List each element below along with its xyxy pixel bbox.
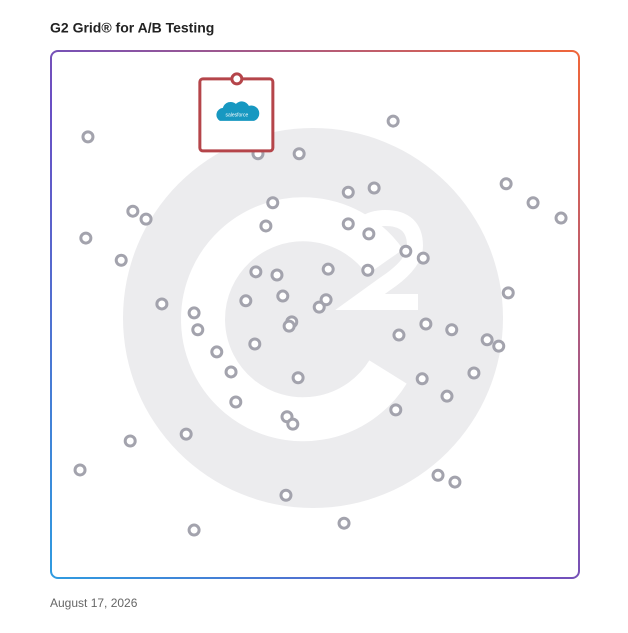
point xyxy=(73,463,87,477)
logo-label: salesforce xyxy=(225,112,248,118)
point xyxy=(337,516,351,530)
point xyxy=(259,219,273,233)
point xyxy=(187,523,201,537)
highlight: salesforce xyxy=(198,72,275,153)
point xyxy=(282,319,296,333)
point xyxy=(492,339,506,353)
point xyxy=(341,185,355,199)
point xyxy=(224,365,238,379)
point xyxy=(415,372,429,386)
point xyxy=(292,147,306,161)
point xyxy=(367,181,381,195)
point xyxy=(392,328,406,342)
point xyxy=(187,306,201,320)
point xyxy=(554,211,568,225)
point xyxy=(312,300,326,314)
point xyxy=(249,265,263,279)
point xyxy=(480,333,494,347)
point xyxy=(266,196,280,210)
point xyxy=(341,217,355,231)
point xyxy=(191,323,205,337)
point xyxy=(319,293,333,307)
date: August 17, 2026 xyxy=(50,596,138,610)
point xyxy=(81,130,95,144)
point xyxy=(179,427,193,441)
point xyxy=(126,204,140,218)
point xyxy=(248,337,262,351)
point xyxy=(279,488,293,502)
point xyxy=(321,262,335,276)
point xyxy=(526,196,540,210)
point xyxy=(114,253,128,267)
point xyxy=(389,403,403,417)
point xyxy=(361,263,375,277)
point xyxy=(270,268,284,282)
point xyxy=(229,395,243,409)
point xyxy=(501,286,515,300)
highlight-point xyxy=(230,72,244,86)
point xyxy=(448,475,462,489)
point xyxy=(291,371,305,385)
point xyxy=(210,345,224,359)
chart-title: G2 Grid® for A/B Testing xyxy=(50,20,214,36)
point xyxy=(386,114,400,128)
watermark xyxy=(123,128,503,508)
point xyxy=(239,294,253,308)
point xyxy=(419,317,433,331)
point xyxy=(445,323,459,337)
logo-cloud xyxy=(216,101,260,121)
point xyxy=(399,244,413,258)
point xyxy=(499,177,513,191)
point xyxy=(286,417,300,431)
point xyxy=(440,389,454,403)
point xyxy=(362,227,376,241)
point xyxy=(79,231,93,245)
point xyxy=(431,468,445,482)
point xyxy=(155,297,169,311)
point xyxy=(416,251,430,265)
point xyxy=(139,212,153,226)
point xyxy=(276,289,290,303)
point xyxy=(467,366,481,380)
point xyxy=(123,434,137,448)
